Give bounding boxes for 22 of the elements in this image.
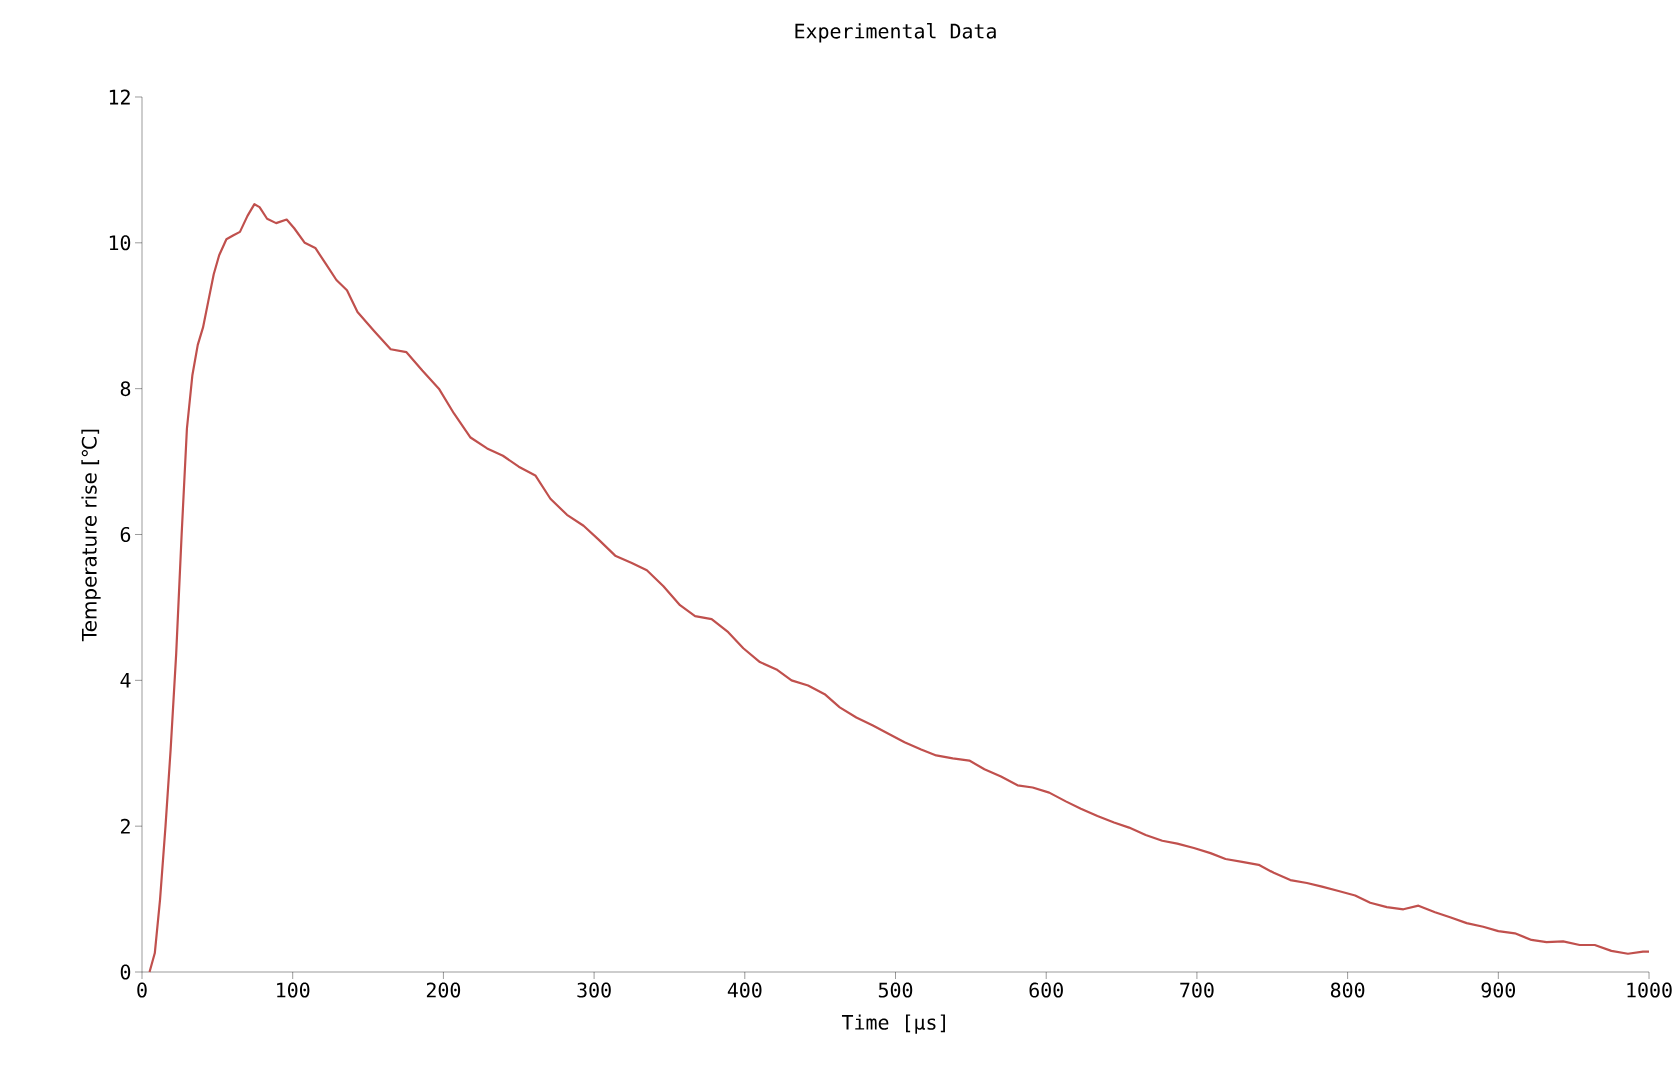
x-tick-label: 200 — [426, 982, 461, 998]
x-tick-label: 1000 — [1627, 982, 1672, 998]
x-tick-label: 400 — [727, 982, 762, 998]
y-tick-label: 4 — [120, 673, 131, 688]
y-tick-label: 2 — [120, 818, 130, 834]
y-tick-label: 10 — [109, 235, 131, 251]
chart-title: Experimental Data — [795, 23, 996, 43]
y-tick-label: 12 — [109, 89, 130, 105]
y-tick-label: 0 — [120, 964, 131, 980]
x-tick-label: 0 — [137, 982, 147, 998]
line-series — [148, 203, 1651, 974]
y-tick-label: 8 — [120, 381, 131, 397]
x-tick-label: 900 — [1481, 982, 1516, 998]
x-tick-label: 100 — [277, 982, 310, 998]
y-axis-title: Temperature rise [℃] — [81, 429, 101, 642]
x-tick-label: 500 — [878, 982, 913, 998]
y-tick-label: 6 — [120, 526, 131, 543]
x-tick-label: 600 — [1029, 982, 1063, 998]
x-tick-label: 800 — [1330, 982, 1365, 998]
x-tick-label: 300 — [577, 982, 611, 998]
x-axis-title: Time [μs] — [841, 1014, 945, 1034]
x-tick-label: 700 — [1180, 982, 1214, 998]
